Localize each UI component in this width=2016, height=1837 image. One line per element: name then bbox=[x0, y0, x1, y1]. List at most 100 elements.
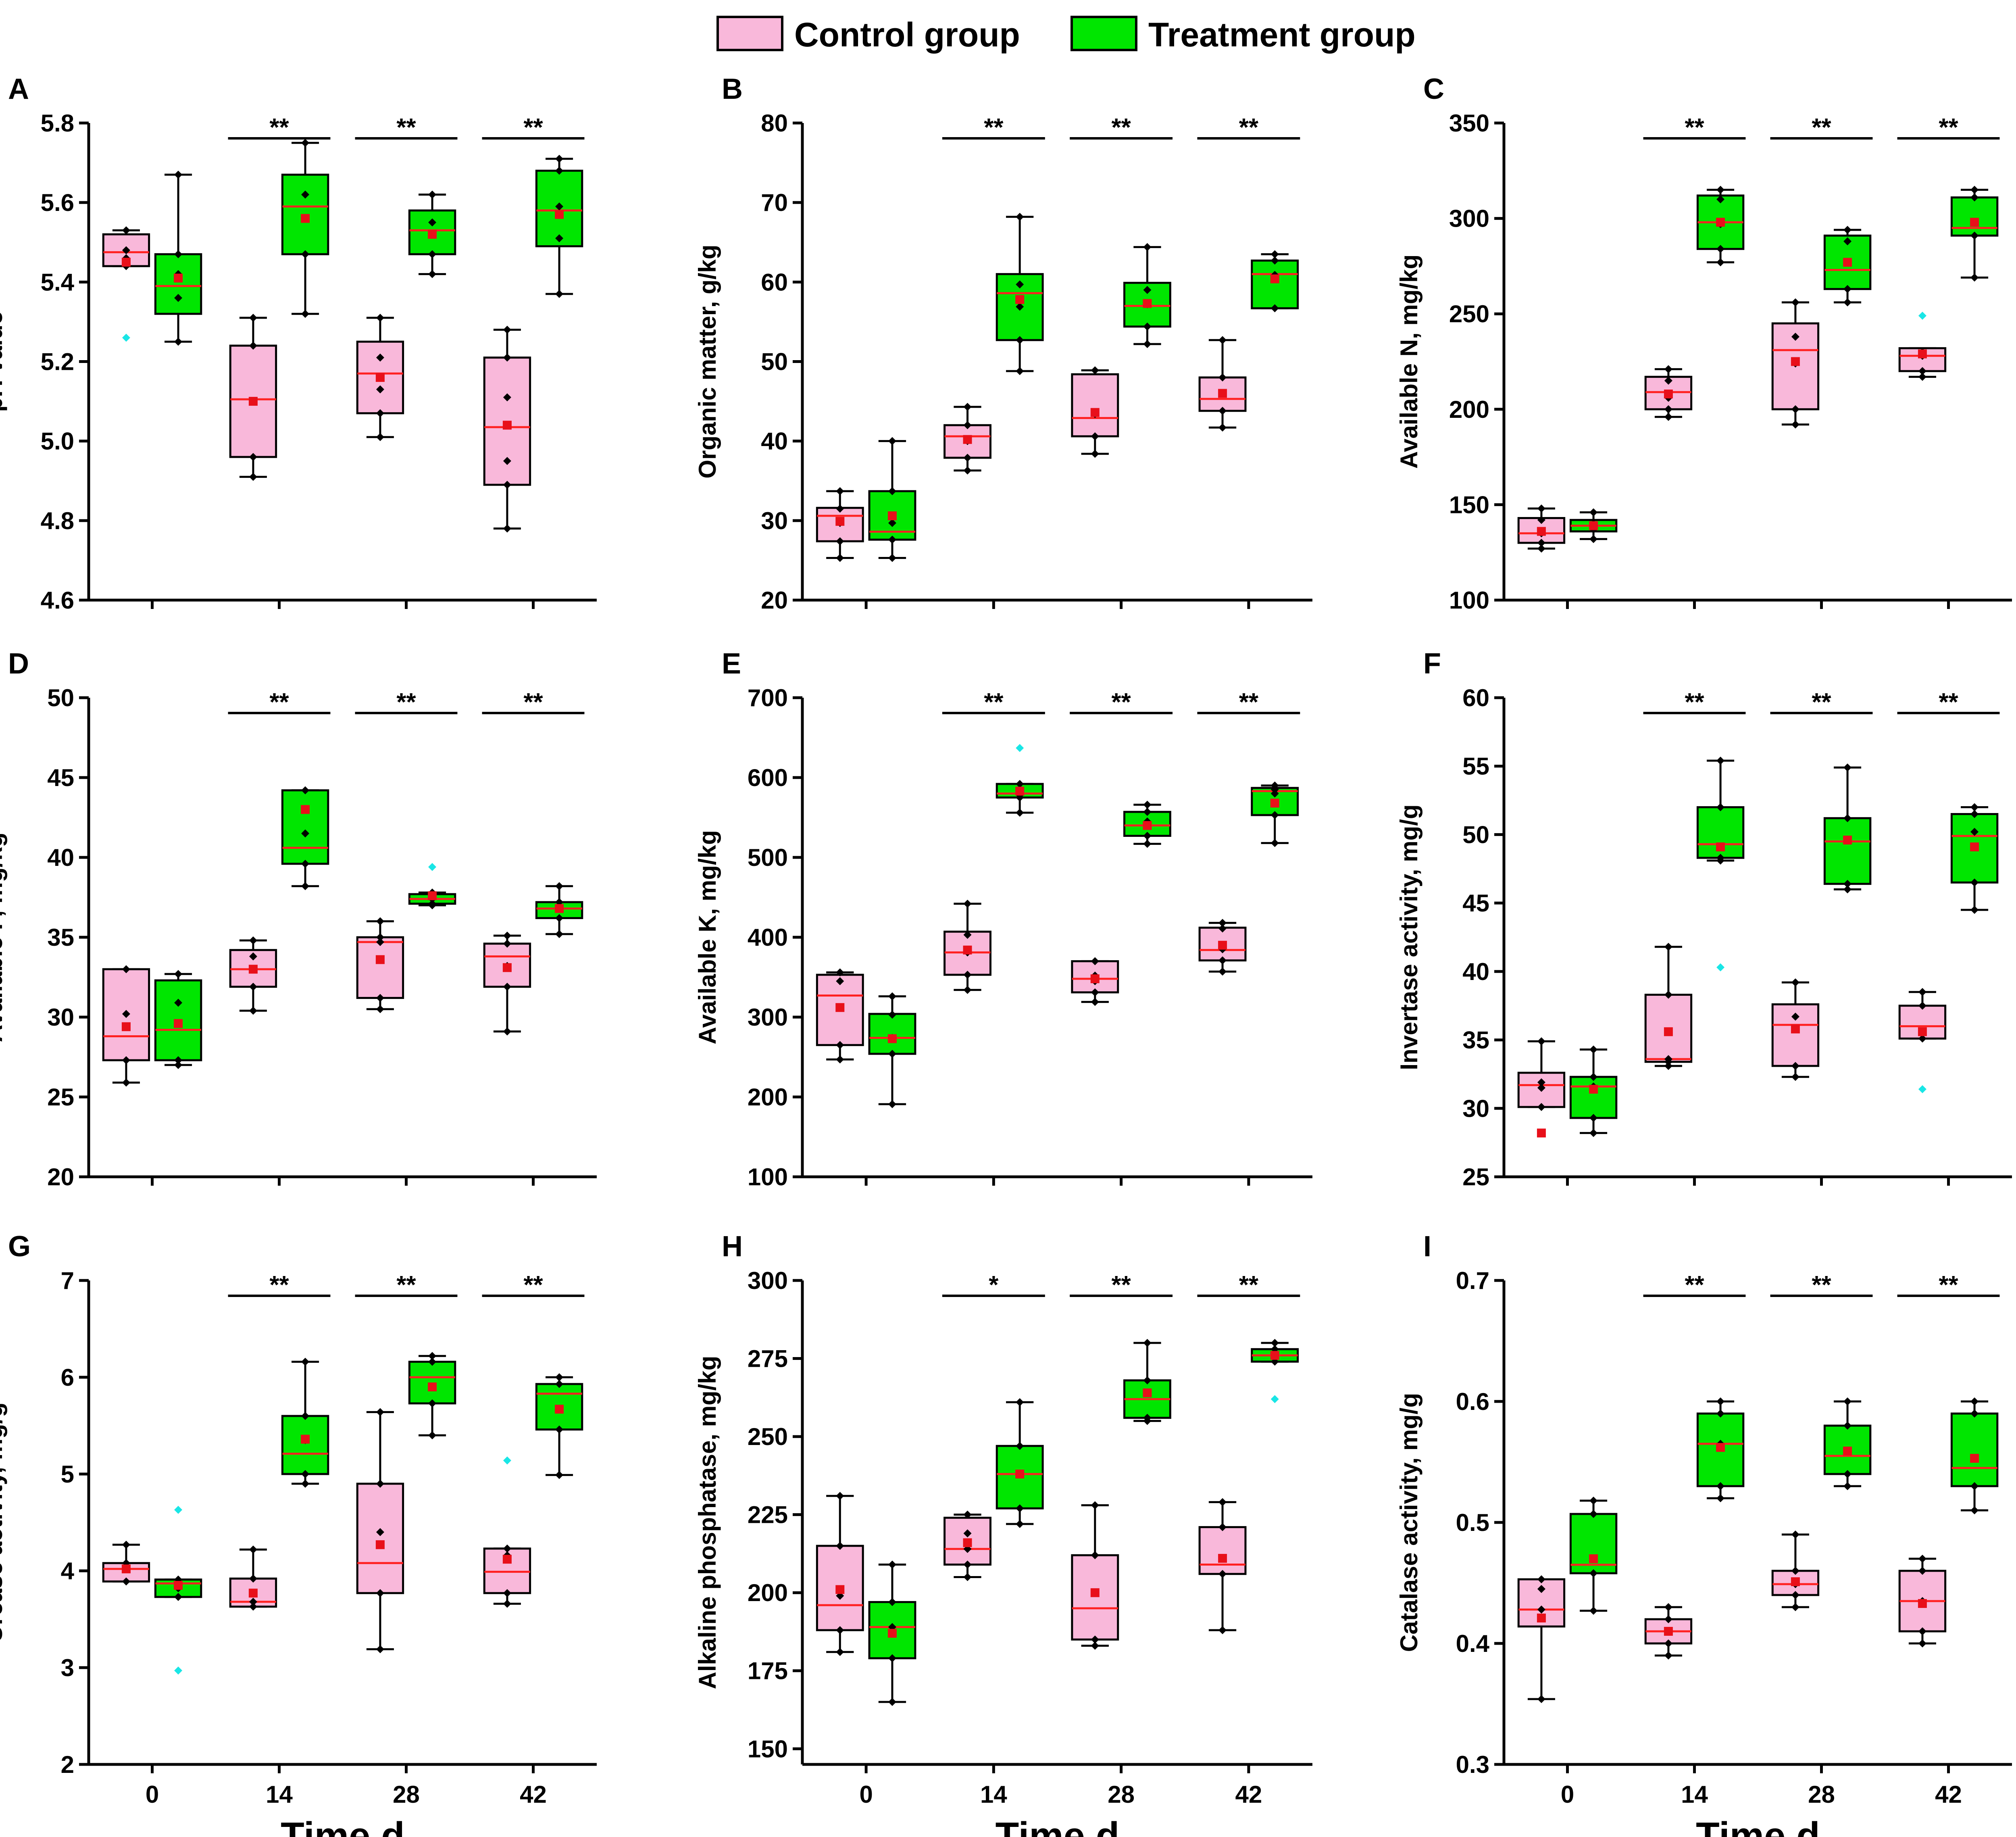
data-point bbox=[1537, 544, 1545, 553]
data-point bbox=[249, 1602, 257, 1611]
mean-marker bbox=[1270, 799, 1279, 808]
data-point bbox=[503, 353, 511, 362]
data-point bbox=[503, 1027, 511, 1036]
panel-I: I 0.3 0.4 0.5 0.6 0.7 Catalase activity, mg/g 0… bbox=[1395, 1230, 2012, 1837]
y-tick-label: 60 bbox=[1462, 684, 1489, 711]
box-iqr bbox=[1198, 1526, 1247, 1575]
significance-label: ** bbox=[1685, 114, 1704, 142]
mean-marker bbox=[301, 805, 310, 814]
mean-marker bbox=[121, 1022, 131, 1031]
data-point bbox=[1918, 1639, 1926, 1647]
treatment-box bbox=[1569, 1497, 1618, 1615]
control-box bbox=[483, 932, 531, 1036]
data-point bbox=[1843, 285, 1852, 293]
data-point bbox=[1537, 1606, 1545, 1614]
mean-marker bbox=[1537, 527, 1546, 536]
treatment-box bbox=[408, 863, 456, 909]
control-box bbox=[1517, 1037, 1566, 1138]
box-iqr bbox=[1071, 373, 1119, 438]
control-box bbox=[943, 899, 991, 994]
data-point bbox=[249, 952, 257, 961]
data-point bbox=[1970, 803, 1979, 811]
data-point bbox=[249, 342, 257, 350]
box-iqr bbox=[1251, 259, 1299, 309]
data-point bbox=[1537, 1695, 1545, 1703]
y-axis-title: Available P, mg/kg bbox=[0, 832, 7, 1042]
mean-marker bbox=[502, 1555, 512, 1564]
data-point bbox=[963, 931, 972, 939]
data-point bbox=[1791, 1567, 1799, 1575]
data-point bbox=[1589, 508, 1598, 517]
data-point bbox=[1843, 885, 1852, 894]
x-tick-label: 42 bbox=[1935, 1781, 1962, 1808]
y-tick-label: 300 bbox=[1449, 205, 1489, 232]
data-point bbox=[888, 1560, 896, 1569]
control-box bbox=[356, 917, 404, 1013]
control-box bbox=[102, 965, 150, 1087]
significance-label: ** bbox=[1685, 1271, 1704, 1299]
data-point bbox=[888, 1050, 896, 1058]
chart-panels: A4.64.85.05.25.45.65.8pH value** ** **B203… bbox=[0, 73, 2012, 1837]
data-point bbox=[1091, 1501, 1099, 1510]
treatment-box bbox=[408, 1352, 456, 1439]
y-axis-title: Catalase activity, mg/g bbox=[1395, 1393, 1422, 1652]
data-point bbox=[888, 992, 896, 1001]
y-tick-label: 4.6 bbox=[41, 587, 74, 614]
control-box bbox=[943, 1510, 991, 1581]
data-point bbox=[1218, 1523, 1227, 1531]
mean-marker bbox=[375, 373, 385, 382]
significance-label: ** bbox=[1111, 688, 1131, 716]
data-point bbox=[1589, 1607, 1598, 1615]
data-point bbox=[122, 1010, 130, 1018]
data-point bbox=[836, 1041, 844, 1049]
data-point bbox=[122, 226, 130, 235]
data-point bbox=[1143, 801, 1152, 809]
y-tick-label: 700 bbox=[748, 684, 788, 711]
mean-marker bbox=[1143, 299, 1152, 308]
x-tick-label: 28 bbox=[1808, 1781, 1835, 1808]
data-point bbox=[1791, 1062, 1799, 1070]
y-tick-label: 35 bbox=[1462, 1027, 1489, 1054]
x-tick-label: 28 bbox=[393, 1781, 420, 1808]
data-point bbox=[1664, 990, 1672, 999]
data-point bbox=[503, 939, 511, 948]
mean-marker bbox=[174, 1581, 183, 1590]
data-point bbox=[963, 402, 972, 411]
significance-label: ** bbox=[1939, 688, 1958, 716]
significance-label: ** bbox=[1111, 114, 1131, 142]
legend-treatment-label: Treatment group bbox=[1148, 16, 1416, 54]
data-point bbox=[1016, 302, 1024, 311]
data-point bbox=[428, 218, 437, 227]
data-point bbox=[1016, 780, 1024, 788]
data-point bbox=[1537, 504, 1545, 513]
y-tick-label: 5.4 bbox=[41, 269, 75, 296]
data-point bbox=[1143, 322, 1152, 331]
data-point bbox=[1970, 186, 1979, 194]
data-point bbox=[1016, 1520, 1024, 1528]
x-tick-label: 14 bbox=[980, 1781, 1007, 1808]
data-point bbox=[1143, 340, 1152, 348]
data-point bbox=[428, 901, 437, 909]
y-axis-title: Invertase activity, mg/g bbox=[1395, 804, 1422, 1070]
data-point bbox=[963, 986, 972, 994]
mean-marker bbox=[1090, 1588, 1100, 1597]
y-tick-label: 3 bbox=[61, 1654, 74, 1681]
box-iqr bbox=[281, 789, 329, 865]
data-point bbox=[1270, 789, 1279, 798]
data-point bbox=[1091, 957, 1099, 965]
control-box bbox=[1198, 336, 1247, 432]
y-tick-label: 40 bbox=[761, 428, 788, 455]
data-point bbox=[1791, 1530, 1799, 1539]
box-iqr bbox=[1950, 196, 1999, 237]
panel-letter: B bbox=[722, 73, 743, 105]
y-tick-label: 30 bbox=[1462, 1095, 1489, 1122]
outlier-point bbox=[1918, 1085, 1926, 1093]
control-box bbox=[1771, 978, 1820, 1081]
data-point bbox=[174, 294, 183, 302]
mean-marker bbox=[428, 230, 437, 239]
outlier-point bbox=[174, 1666, 183, 1675]
control-box bbox=[1198, 919, 1247, 976]
data-point bbox=[555, 290, 564, 298]
data-point bbox=[503, 457, 511, 465]
treatment-box bbox=[1123, 243, 1171, 348]
